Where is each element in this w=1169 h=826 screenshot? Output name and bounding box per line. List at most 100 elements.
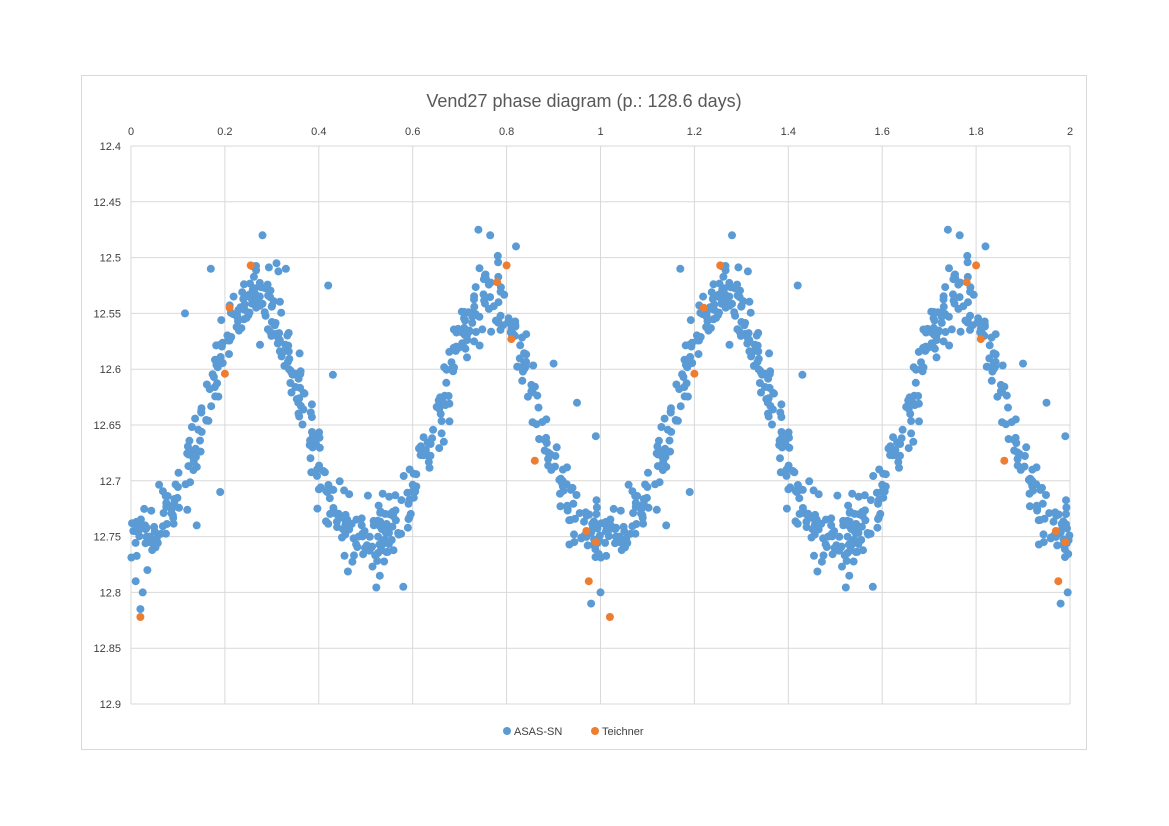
asas-sn-point	[679, 373, 688, 381]
asas-sn-point	[218, 359, 227, 367]
asas-sn-point	[788, 467, 797, 475]
asas-sn-point	[324, 281, 333, 290]
teichner-point	[605, 613, 614, 621]
asas-sn-point	[487, 327, 496, 336]
asas-sn-point	[1061, 432, 1070, 441]
asas-sn-point	[322, 517, 330, 526]
asas-sn-point	[556, 502, 565, 511]
asas-sn-point	[308, 432, 317, 441]
asas-sn-point	[1038, 483, 1046, 492]
asas-sn-point	[357, 521, 366, 530]
asas-sn-point	[307, 400, 316, 409]
asas-sn-point	[223, 336, 232, 345]
asas-sn-point	[380, 557, 389, 566]
asas-sn-point	[570, 538, 579, 547]
asas-sn-point	[631, 529, 640, 538]
asas-sn-point	[904, 444, 913, 453]
asas-sn-point	[486, 293, 495, 302]
asas-sn-point	[547, 465, 556, 474]
asas-sn-point	[343, 567, 352, 576]
legend-label: Teichner	[602, 726, 644, 738]
asas-sn-point	[851, 548, 860, 556]
asas-sn-point	[746, 308, 755, 317]
teichner-point	[1000, 456, 1009, 465]
x-tick-label: 1	[597, 126, 603, 138]
asas-sn-point	[676, 402, 685, 411]
asas-sn-point	[725, 292, 734, 301]
asas-sn-point	[437, 417, 446, 426]
asas-sn-point	[206, 264, 215, 273]
asas-sn-point	[898, 425, 907, 434]
asas-sn-point	[314, 485, 323, 494]
teichner-point	[976, 335, 985, 344]
asas-sn-point	[828, 550, 837, 559]
asas-sn-point	[719, 272, 728, 281]
asas-sn-point	[891, 450, 900, 459]
asas-sn-point	[1056, 599, 1065, 608]
asas-sn-point	[529, 361, 538, 370]
asas-sn-point	[663, 425, 672, 434]
asas-sn-point	[686, 353, 695, 361]
grid-lines	[130, 145, 1071, 705]
asas-sn-point	[878, 480, 887, 489]
asas-sn-point	[284, 347, 293, 356]
asas-sn-point	[949, 290, 957, 299]
asas-sn-point	[941, 310, 949, 318]
asas-sn-point	[835, 532, 844, 541]
asas-sn-point	[1004, 403, 1012, 412]
asas-sn-point	[857, 536, 866, 544]
asas-sn-point	[518, 376, 527, 385]
asas-sn-point	[445, 417, 454, 426]
asas-sn-point	[1062, 503, 1071, 512]
asas-sn-point	[592, 503, 601, 512]
teichner-point	[699, 303, 708, 312]
asas-sn-point	[183, 442, 192, 451]
teichner-point	[1051, 527, 1060, 535]
asas-sn-point	[155, 480, 164, 489]
asas-sn-point	[189, 453, 198, 462]
asas-sn-point	[263, 280, 272, 289]
asas-sn-point	[662, 521, 671, 530]
teichner-point	[716, 261, 725, 270]
asas-sn-point	[269, 297, 278, 306]
asas-sn-point	[437, 429, 446, 438]
asas-sn-point	[365, 532, 374, 541]
asas-sn-point	[895, 463, 903, 472]
asas-sn-point	[985, 341, 994, 350]
asas-sn-point	[911, 378, 920, 387]
asas-sn-point	[161, 529, 170, 538]
asas-sn-point	[658, 453, 667, 462]
asas-sn-point	[274, 267, 283, 276]
asas-sn-point	[470, 302, 479, 311]
asas-sn-point	[808, 525, 817, 534]
asas-sn-point	[813, 567, 822, 576]
asas-sn-point	[884, 444, 893, 453]
asas-sn-point	[694, 350, 703, 359]
asas-sn-point	[147, 506, 156, 515]
asas-sn-point	[754, 329, 763, 337]
asas-sn-point	[411, 487, 420, 496]
asas-sn-point	[637, 501, 646, 510]
asas-sn-point	[359, 550, 368, 559]
asas-sn-point	[1000, 382, 1009, 391]
asas-sn-point	[1002, 391, 1011, 400]
asas-sn-point	[1049, 517, 1058, 526]
asas-sn-point	[306, 408, 315, 417]
asas-sn-point	[233, 312, 242, 321]
asas-sn-point	[941, 283, 950, 292]
x-tick-label: 1.8	[968, 126, 983, 138]
x-tick-label: 2	[1067, 126, 1073, 138]
asas-sn-point	[428, 434, 437, 443]
asas-sn-point	[651, 480, 660, 489]
asas-sn-point	[956, 278, 965, 287]
asas-sn-point	[902, 402, 911, 411]
asas-sn-point	[713, 311, 722, 320]
asas-sn-point	[739, 297, 748, 306]
asas-sn-point	[141, 521, 150, 530]
asas-sn-point	[869, 472, 878, 480]
asas-sn-point	[382, 520, 391, 528]
asas-sn-point	[138, 588, 147, 597]
asas-sn-point	[1046, 533, 1055, 542]
asas-sn-point	[1063, 588, 1072, 597]
asas-sn-point	[520, 349, 529, 358]
